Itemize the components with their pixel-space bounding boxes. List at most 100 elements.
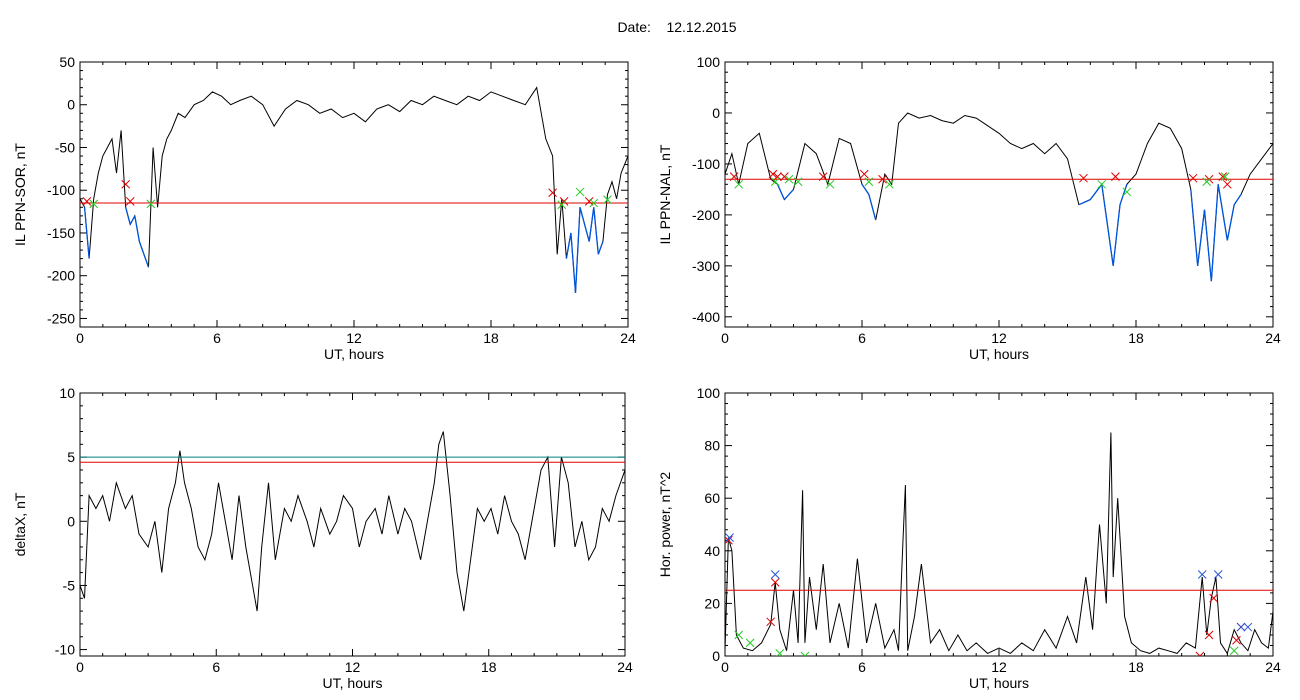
y-tick-label: -300 <box>692 258 720 274</box>
marker-blue <box>1213 570 1223 579</box>
marker-green <box>784 174 794 184</box>
x-tick-label: 12 <box>991 659 1007 675</box>
plot-frame <box>79 61 629 328</box>
marker-green <box>800 651 810 656</box>
y-tick-label: -50 <box>55 139 75 155</box>
marker-blue <box>770 570 780 579</box>
marker-green <box>770 177 780 187</box>
marker-green <box>146 199 156 209</box>
marker-green <box>575 187 585 197</box>
marker-green <box>885 179 894 189</box>
x-tick-label: 18 <box>1128 330 1144 346</box>
marker-red <box>818 172 828 182</box>
x-axis-label: UT, hours <box>324 346 384 362</box>
y-tick-label: 0 <box>712 648 720 664</box>
y-tick-label: 10 <box>59 385 75 401</box>
marker-red <box>121 179 131 189</box>
x-tick-label: 0 <box>76 330 84 346</box>
marker-green <box>1220 172 1230 182</box>
x-axis-label: UT, hours <box>969 346 1029 362</box>
date-title: Date: 12.12.2015 <box>0 19 1300 35</box>
disturbed-segment <box>579 207 586 225</box>
disturbed-segment <box>1112 204 1121 266</box>
y-tick-label: 0 <box>67 513 75 529</box>
y-tick-label: -400 <box>692 309 720 325</box>
x-tick-label: 24 <box>1265 330 1281 346</box>
disturbed-segment <box>588 207 595 242</box>
disturbed-segment <box>861 183 870 195</box>
x-tick-label: 18 <box>481 659 497 675</box>
x-tick-label: 6 <box>858 330 866 346</box>
y-tick-label: 100 <box>697 385 721 401</box>
y-tick-label: 5 <box>67 449 75 465</box>
y-tick-label: 20 <box>704 595 720 611</box>
y-tick-label: -5 <box>63 577 76 593</box>
marker-blue <box>1236 622 1246 632</box>
marker-green <box>1097 179 1107 189</box>
marker-red <box>82 196 92 206</box>
disturbed-segment <box>83 207 90 259</box>
marker-red <box>1188 173 1198 183</box>
marker-green <box>734 179 744 189</box>
series-line <box>80 431 625 612</box>
x-axis-label: UT, hours <box>323 675 383 691</box>
marker-green <box>864 177 874 187</box>
marker-red <box>1079 173 1088 183</box>
y-tick-label: 50 <box>59 54 75 70</box>
disturbed-segment <box>1203 209 1212 282</box>
marker-green <box>775 649 785 656</box>
disturbed-segment <box>1197 209 1206 266</box>
chart-panel-1: 0 6 12 18 24 50 0 -50 -100 -150 -200 -250 UT, hours I… <box>12 54 636 362</box>
disturbed-segment <box>597 241 604 255</box>
disturbed-segment <box>776 184 785 200</box>
disturbed-segment <box>1233 194 1242 206</box>
y-axis-label: deltaX, nT <box>12 492 28 556</box>
marker-green <box>825 179 835 189</box>
x-tick-label: 0 <box>721 330 729 346</box>
marker-red <box>125 196 135 206</box>
marker-red <box>1195 651 1205 656</box>
marker-red <box>584 196 594 206</box>
y-tick-label: -100 <box>47 182 75 198</box>
disturbed-segment <box>868 194 877 221</box>
x-tick-label: 6 <box>212 659 220 675</box>
marker-red <box>770 578 780 587</box>
disturbed-segment <box>593 207 599 255</box>
marker-green <box>1202 177 1212 187</box>
marker-red <box>1111 172 1120 182</box>
x-tick-label: 24 <box>620 330 636 346</box>
marker-red <box>729 172 739 182</box>
x-tick-label: 18 <box>483 330 499 346</box>
x-axis-label: UT, hours <box>969 675 1029 691</box>
marker-red <box>1222 179 1232 189</box>
marker-blue <box>1243 622 1253 632</box>
disturbed-segment <box>574 207 581 293</box>
y-tick-label: -200 <box>692 207 720 223</box>
marker-green <box>734 630 744 640</box>
series-line <box>80 86 628 293</box>
disturbed-segment <box>1190 189 1199 266</box>
y-axis-label: Hor. power, nT^2 <box>657 472 673 578</box>
marker-green <box>793 177 803 187</box>
marker-green <box>557 200 567 210</box>
disturbed-segment <box>129 215 136 225</box>
marker-red <box>725 535 733 545</box>
disturbed-segment <box>1226 204 1235 241</box>
marker-blue <box>725 533 734 543</box>
x-tick-label: 12 <box>346 330 362 346</box>
marker-green <box>745 638 755 648</box>
disturbed-segment <box>1210 184 1219 282</box>
series-line <box>725 112 1273 282</box>
y-tick-label: 100 <box>697 54 721 70</box>
disturbed-segment <box>783 188 794 201</box>
x-tick-label: 24 <box>617 659 633 675</box>
y-tick-label: -10 <box>55 642 75 658</box>
marker-blue <box>1197 570 1207 579</box>
disturbed-segment <box>1101 184 1114 266</box>
disturbed-segment <box>583 224 590 242</box>
disturbed-segment <box>570 232 577 293</box>
disturbed-segment <box>1119 184 1128 205</box>
disturbed-segment <box>143 254 150 268</box>
x-tick-label: 6 <box>213 330 221 346</box>
chart-panel-3: 0 6 12 18 24 10 5 0 -5 -10 UT, hours deltaX, nT <box>12 385 633 691</box>
